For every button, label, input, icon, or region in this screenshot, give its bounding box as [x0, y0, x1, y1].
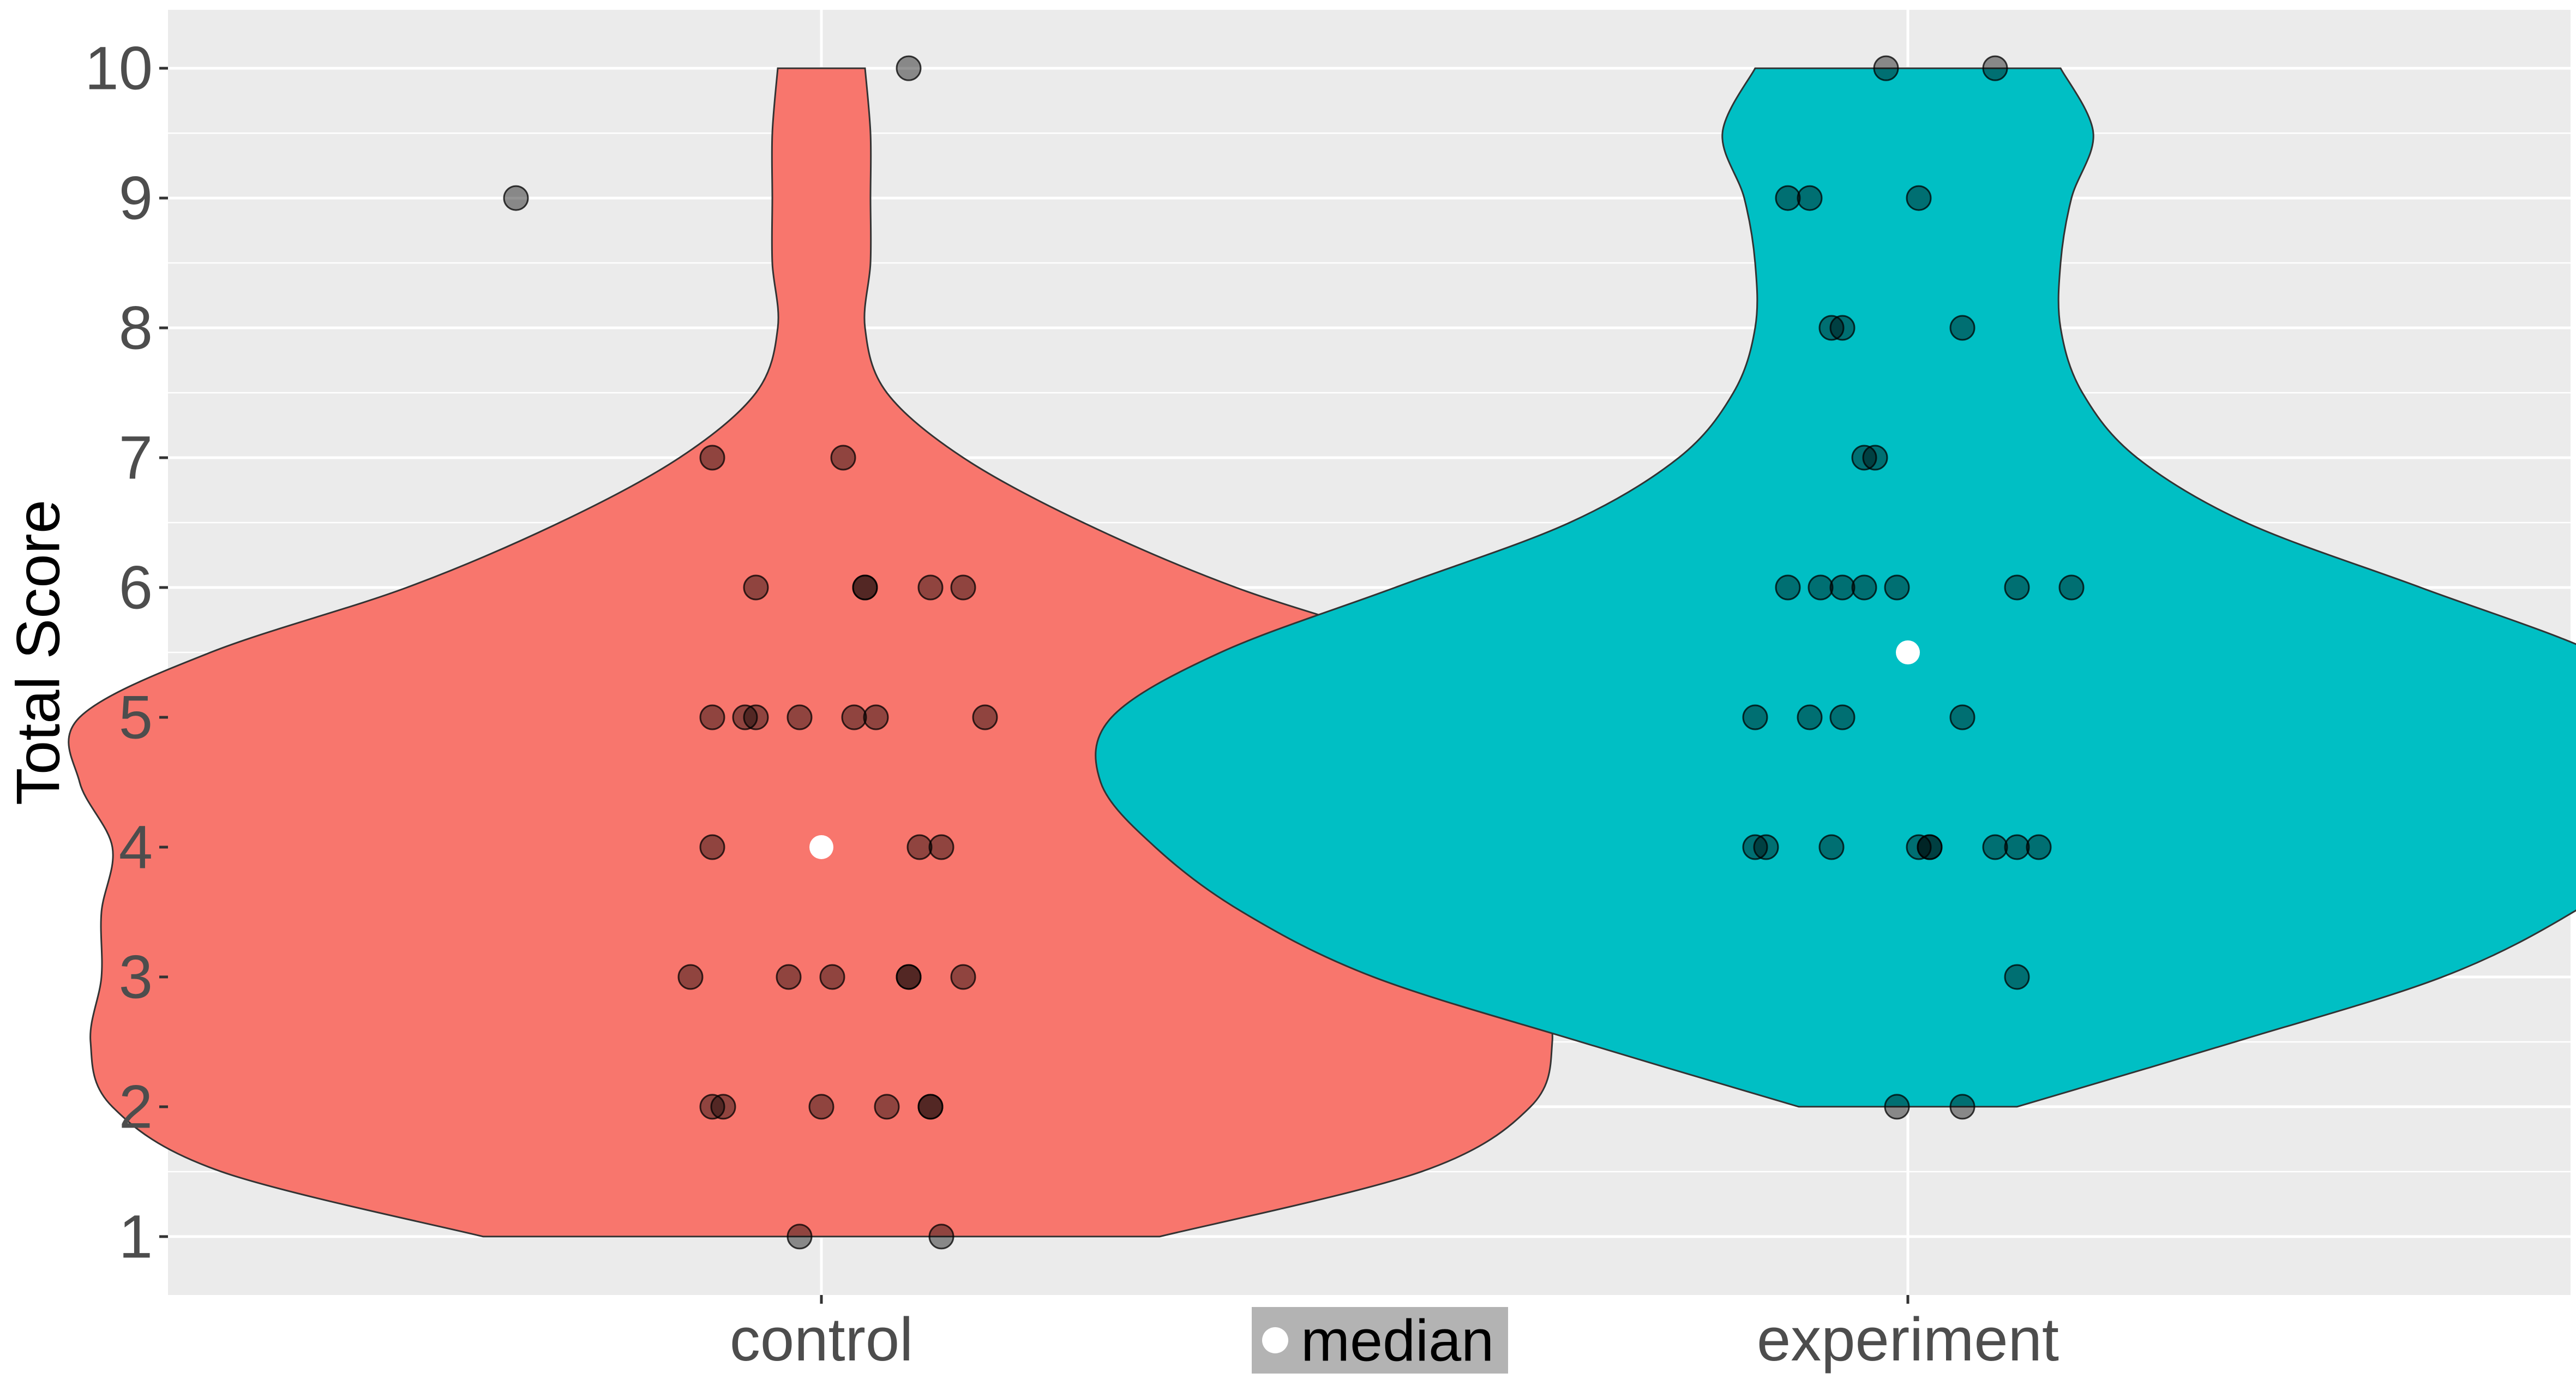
- data-point-control: [776, 964, 802, 990]
- data-point-control: [743, 574, 769, 601]
- data-point-experiment: [1917, 834, 1943, 860]
- data-point-experiment: [2004, 964, 2030, 990]
- x-tick-label: control: [730, 1305, 913, 1374]
- data-point-experiment: [2004, 574, 2030, 601]
- data-point-experiment: [1851, 445, 1877, 471]
- data-point-control: [503, 185, 529, 211]
- data-point-control: [972, 704, 998, 730]
- y-tick-label: 7: [119, 424, 153, 492]
- data-point-control: [917, 574, 944, 601]
- data-point-experiment: [1906, 185, 1932, 211]
- data-point-control: [928, 1224, 954, 1250]
- data-point-control: [852, 574, 878, 601]
- median-marker-control: [809, 835, 833, 859]
- violin-experiment: [1095, 67, 2576, 1108]
- axes: 1 2 3 4 5 6 7 8 9 10 control experiment: [85, 34, 2059, 1374]
- data-point-experiment: [1775, 185, 1801, 211]
- data-point-experiment: [1818, 834, 1845, 860]
- data-point-experiment: [1829, 574, 1856, 601]
- data-point-control: [699, 704, 725, 730]
- data-point-experiment: [2058, 574, 2085, 601]
- legend-label: median: [1301, 1308, 1494, 1374]
- data-point-experiment: [1873, 55, 1899, 81]
- legend-median-dot: [1262, 1327, 1288, 1353]
- data-point-control: [863, 704, 889, 730]
- data-point-control: [677, 964, 704, 990]
- data-point-control: [699, 834, 725, 860]
- data-point-control: [841, 704, 867, 730]
- data-point-control: [743, 704, 769, 730]
- data-point-control: [874, 1094, 900, 1120]
- y-tick-label: 10: [85, 34, 153, 103]
- data-point-experiment: [1829, 704, 1856, 730]
- data-point-control: [710, 1094, 736, 1120]
- data-point-experiment: [2026, 834, 2052, 860]
- data-point-control: [830, 445, 856, 471]
- data-point-experiment: [1906, 834, 1932, 860]
- data-point-experiment: [1742, 704, 1768, 730]
- median-markers: [809, 640, 1920, 859]
- data-point-experiment: [1851, 574, 1877, 601]
- data-point-experiment: [1982, 55, 2008, 81]
- data-point-experiment: [1775, 574, 1801, 601]
- data-point-control: [786, 1224, 813, 1250]
- data-point-control: [950, 964, 976, 990]
- data-point-control: [808, 1094, 834, 1120]
- data-point-experiment: [1742, 834, 1768, 860]
- data-point-experiment: [1949, 1094, 1975, 1120]
- data-point-control: [786, 704, 813, 730]
- data-point-control: [699, 1094, 725, 1120]
- data-point-experiment: [1753, 834, 1779, 860]
- data-point-control: [732, 704, 758, 730]
- y-tick-label: 3: [119, 943, 153, 1011]
- legend: median: [1252, 1307, 1508, 1374]
- data-point-experiment: [2004, 834, 2030, 860]
- data-point-control: [896, 964, 922, 990]
- legend-box: [1252, 1307, 1508, 1374]
- data-point-experiment: [1797, 185, 1823, 211]
- x-tick-label: experiment: [1757, 1305, 2059, 1374]
- data-point-control: [896, 55, 922, 81]
- violins: [68, 67, 2576, 1238]
- data-point-control: [928, 834, 954, 860]
- y-tick-label: 9: [119, 164, 153, 232]
- y-tick-label: 2: [119, 1072, 153, 1141]
- data-point-experiment: [1884, 1094, 1910, 1120]
- data-point-control: [950, 574, 976, 601]
- data-point-experiment: [1982, 834, 2008, 860]
- median-marker-experiment: [1896, 640, 1920, 664]
- data-point-control: [906, 834, 933, 860]
- data-point-experiment: [1797, 704, 1823, 730]
- data-point-experiment: [1884, 574, 1910, 601]
- data-point-control: [917, 1094, 944, 1120]
- data-point-experiment: [1862, 445, 1888, 471]
- data-point-experiment: [1818, 315, 1845, 341]
- data-point-control: [699, 445, 725, 471]
- y-tick-label: 8: [119, 294, 153, 362]
- data-point-experiment: [1949, 315, 1975, 341]
- data-point-control: [819, 964, 845, 990]
- y-tick-label: 6: [119, 554, 153, 622]
- data-point-experiment: [1949, 704, 1975, 730]
- data-points: [503, 55, 2085, 1250]
- data-point-experiment: [1829, 315, 1856, 341]
- y-tick-label: 4: [119, 813, 153, 881]
- y-tick-label: 5: [119, 683, 153, 751]
- y-tick-label: 1: [119, 1202, 153, 1270]
- y-axis-label: Total Score: [4, 500, 73, 805]
- data-point-experiment: [1808, 574, 1834, 601]
